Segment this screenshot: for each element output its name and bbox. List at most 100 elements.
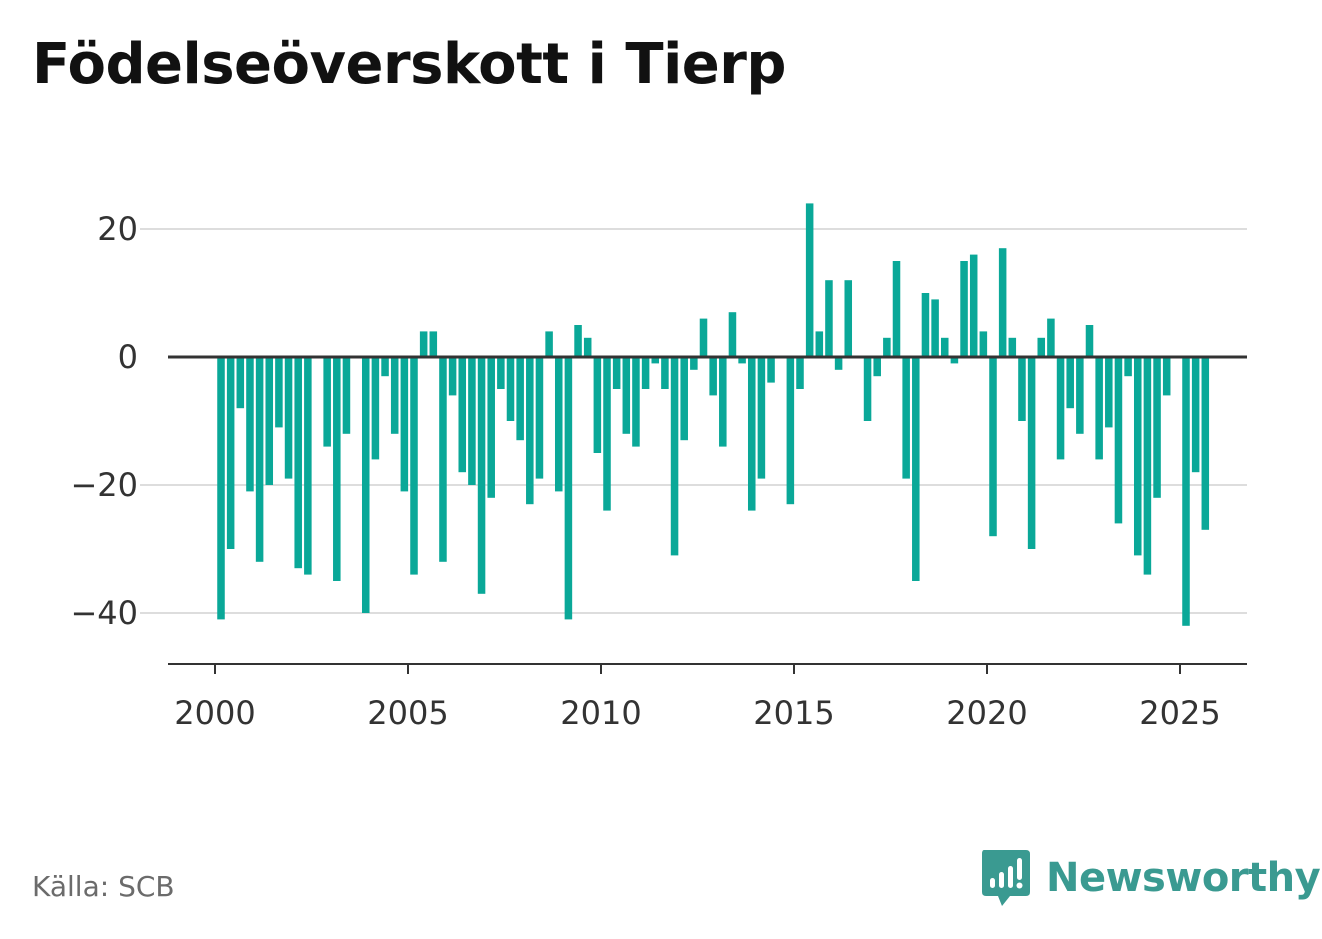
bar [622,357,631,434]
bar [632,357,640,447]
bar [680,357,688,441]
bars [217,203,1210,626]
bar [844,280,853,357]
bar [989,357,997,537]
bar [265,357,274,485]
bar [1018,357,1026,421]
bar [690,357,698,370]
bar [554,357,563,492]
bar [747,357,756,511]
bar [246,357,254,492]
bar [1105,357,1113,428]
bar [429,331,438,357]
bar [217,357,225,620]
bar [1124,357,1132,377]
bar [506,357,515,421]
bar [294,357,302,569]
bar [960,261,968,357]
bar [458,357,467,473]
bar [998,248,1007,357]
bar [323,357,331,447]
bar [516,357,524,441]
bar [236,357,245,409]
bar [564,357,573,620]
bar [583,337,592,357]
brand-name: Newsworthy [1046,855,1321,901]
bar [361,357,370,613]
bar [381,357,389,377]
bar [825,280,833,357]
bar [526,357,534,505]
bar [342,357,351,434]
bar [651,357,660,364]
bar [950,357,959,364]
gridlines [140,228,1247,614]
y-tick-label: −40 [70,594,138,632]
bar [1133,357,1142,556]
bar [1114,357,1123,524]
y-tick-label: −20 [70,466,138,504]
bar [545,331,553,357]
bar [400,357,409,492]
bar [931,299,939,357]
bar [275,357,283,428]
source-label: Källa: SCB [32,870,175,903]
x-tick-label: 2025 [1139,694,1220,732]
bar [603,357,611,511]
bar [593,357,602,453]
bar [371,357,380,460]
bar [1066,357,1074,409]
bar [940,337,949,357]
bar [1027,357,1036,549]
bar-chart: 20 0 −20 −40 2000 2005 2010 2015 2020 2025 [70,203,1247,732]
bar [410,357,418,575]
bar [728,312,737,357]
x-tick-label: 2005 [367,694,448,732]
y-tick-labels: 20 0 −20 −40 [70,210,138,632]
bar [670,357,679,556]
bar [1085,325,1094,357]
bar [1037,337,1046,357]
bar [805,203,814,357]
bar [1143,357,1152,575]
chart-title: Födelseöverskott i Tierp [32,32,786,97]
bar [255,357,264,562]
bar [757,357,766,479]
x-tick-label: 2015 [753,694,834,732]
bar [883,337,891,357]
bar [390,357,399,434]
bar [979,331,988,357]
bar [487,357,495,498]
bar [1047,318,1055,357]
bar [468,357,476,485]
bar [641,357,650,389]
bar [834,357,843,370]
bar [902,357,910,479]
bar [284,357,293,479]
bar [892,261,901,357]
bar [497,357,505,389]
bar [304,357,312,575]
bar [921,293,930,357]
bar [738,357,746,364]
bar [699,318,708,357]
bar [333,357,341,581]
bar [1056,357,1065,460]
bar [1182,357,1190,626]
bar [873,357,881,377]
bar [477,357,486,594]
bar [1162,357,1171,396]
y-tick-label: 0 [118,338,138,376]
bar [612,357,621,389]
bar [709,357,717,396]
bar [419,331,428,357]
bar [1201,357,1210,530]
brand-logo[interactable]: Newsworthy [980,848,1321,908]
bar [767,357,775,383]
bar [863,357,872,421]
bar [969,254,978,357]
bar [535,357,544,479]
bar [439,357,447,562]
newsworthy-logo-icon [982,850,1030,906]
bar [448,357,457,396]
